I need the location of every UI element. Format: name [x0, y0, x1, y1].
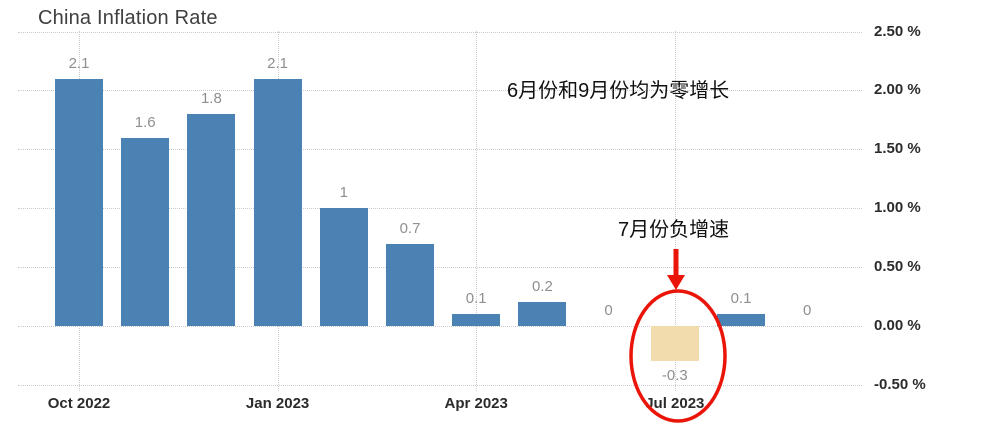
y-axis-label: 1.00 % — [874, 199, 921, 217]
bar[interactable] — [253, 78, 302, 326]
annotation-july-negative: 7月份负增速 — [618, 219, 730, 241]
red-arrow-head-icon — [667, 275, 685, 290]
y-axis-label: 2.00 % — [874, 81, 921, 99]
bar[interactable] — [187, 114, 236, 326]
bar-value-label: 1.8 — [200, 90, 222, 107]
bar-value-label: -0.3 — [661, 367, 688, 385]
bar-value-label: 0 — [803, 302, 812, 319]
bar[interactable] — [121, 137, 170, 326]
bar[interactable] — [452, 314, 501, 326]
bar[interactable] — [518, 302, 567, 326]
x-axis-label: Jan 2023 — [245, 395, 310, 412]
bar[interactable] — [319, 208, 368, 326]
y-axis-label: -0.50 % — [874, 375, 926, 393]
bar-value-label: 1 — [339, 184, 348, 202]
bar-negative[interactable] — [650, 326, 699, 362]
bar-value-label: 0.2 — [531, 278, 553, 296]
bar[interactable] — [55, 78, 103, 326]
annotation-zero-growth: 6月份和9月份均为零增长 — [507, 80, 730, 102]
y-axis-label: 2.50 % — [874, 22, 921, 40]
y-gridline — [18, 31, 862, 33]
chart-title: China Inflation Rate — [38, 7, 218, 29]
x-gridline — [476, 31, 478, 391]
y-gridline — [18, 149, 862, 151]
y-gridline — [18, 267, 862, 269]
bar-value-label: 2.1 — [267, 54, 289, 72]
bar[interactable] — [717, 314, 765, 326]
bar-value-label: 0.7 — [399, 219, 421, 237]
y-gridline — [18, 384, 862, 386]
bar-value-label: 0 — [604, 302, 613, 319]
y-gridline — [18, 326, 862, 327]
bar-value-label: 1.6 — [134, 113, 156, 131]
x-axis-label: Oct 2022 — [47, 395, 111, 412]
bar-value-label: 0.1 — [465, 290, 487, 308]
bar-value-label: 0.1 — [730, 290, 752, 308]
x-axis-label: Apr 2023 — [444, 395, 508, 412]
y-gridline — [18, 90, 862, 92]
y-axis-label: 0.50 % — [874, 258, 921, 276]
bar-value-label: 2.1 — [68, 54, 90, 72]
bar[interactable] — [386, 243, 434, 326]
x-gridline — [674, 31, 676, 391]
x-axis-label: Jul 2023 — [645, 395, 705, 412]
y-axis-label: 1.50 % — [874, 140, 921, 158]
y-axis-label: 0.00 % — [874, 317, 921, 334]
y-gridline — [18, 208, 862, 210]
